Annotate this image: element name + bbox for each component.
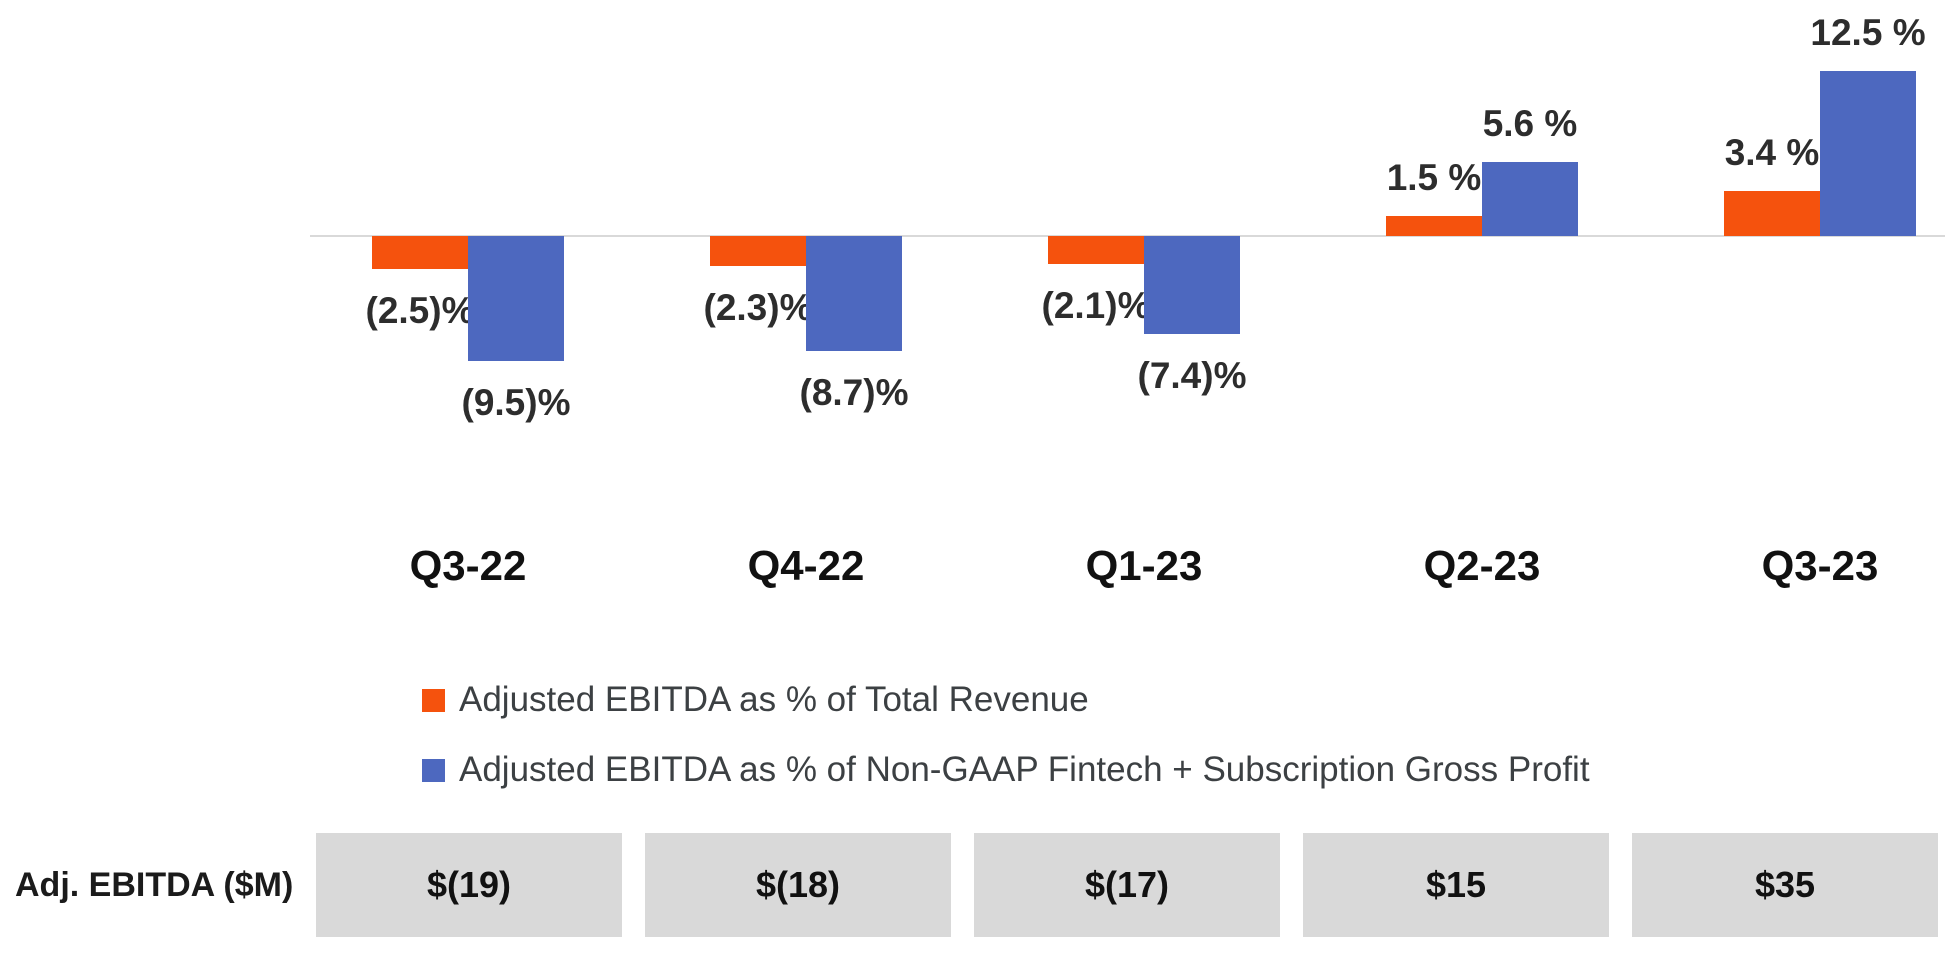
legend-item-gross-profit: Adjusted EBITDA as % of Non-GAAP Fintech… bbox=[422, 750, 1590, 790]
x-axis-label-q3-23: Q3-23 bbox=[1761, 542, 1879, 589]
table-cell-q1-23: $(17) bbox=[974, 833, 1280, 937]
x-axis-label-q4-22: Q4-22 bbox=[747, 542, 865, 589]
bar-value-label-gross-profit-q3-23: 12.5 % bbox=[1810, 12, 1926, 53]
bar-total-revenue-q2-23 bbox=[1386, 216, 1482, 236]
bar-value-label-total-revenue-q1-23: (2.1)% bbox=[1041, 285, 1151, 326]
bar-total-revenue-q4-22 bbox=[710, 236, 806, 266]
bar-gross-profit-q3-23 bbox=[1820, 71, 1916, 236]
bar-chart: Q3-22 Q4-22 Q1-23 Q2-23 Q3-23 (2.5)% (9.5… bbox=[310, 12, 1945, 589]
bar-total-revenue-q3-23 bbox=[1724, 191, 1820, 236]
bar-value-label-gross-profit-q1-23: (7.4)% bbox=[1137, 355, 1247, 396]
bar-gross-profit-q4-22 bbox=[806, 236, 902, 351]
bar-gross-profit-q3-22 bbox=[468, 236, 564, 361]
bar-total-revenue-q1-23 bbox=[1048, 236, 1144, 264]
bar-value-label-gross-profit-q4-22: (8.7)% bbox=[799, 372, 909, 413]
table-cell-q2-23: $15 bbox=[1303, 833, 1609, 937]
legend-swatch-blue-icon bbox=[422, 758, 445, 782]
bar-value-label-total-revenue-q3-23: 3.4 % bbox=[1724, 132, 1820, 173]
bar-value-label-total-revenue-q4-22: (2.3)% bbox=[703, 287, 813, 328]
x-axis-label-q1-23: Q1-23 bbox=[1085, 542, 1203, 589]
bar-gross-profit-q1-23 bbox=[1144, 236, 1240, 334]
bar-total-revenue-q3-22 bbox=[372, 236, 468, 269]
x-axis-label-q2-23: Q2-23 bbox=[1423, 542, 1541, 589]
table-cell-q3-22: $(19) bbox=[316, 833, 622, 937]
bar-value-label-gross-profit-q3-22: (9.5)% bbox=[461, 382, 571, 423]
bar-value-label-gross-profit-q2-23: 5.6 % bbox=[1482, 103, 1578, 144]
legend-item-total-revenue: Adjusted EBITDA as % of Total Revenue bbox=[422, 680, 1089, 720]
bar-gross-profit-q2-23 bbox=[1482, 162, 1578, 236]
table-row-label: Adj. EBITDA ($M) bbox=[15, 865, 294, 904]
bar-value-label-total-revenue-q3-22: (2.5)% bbox=[365, 290, 475, 331]
table-cell-q3-23: $35 bbox=[1632, 833, 1938, 937]
bar-value-label-total-revenue-q2-23: 1.5 % bbox=[1386, 157, 1482, 198]
legend-swatch-orange-icon bbox=[422, 688, 445, 712]
legend-label-gross-profit: Adjusted EBITDA as % of Non-GAAP Fintech… bbox=[459, 750, 1590, 789]
legend-label-total-revenue: Adjusted EBITDA as % of Total Revenue bbox=[459, 680, 1089, 719]
table-cell-q4-22: $(18) bbox=[645, 833, 951, 937]
x-axis-label-q3-22: Q3-22 bbox=[409, 542, 527, 589]
